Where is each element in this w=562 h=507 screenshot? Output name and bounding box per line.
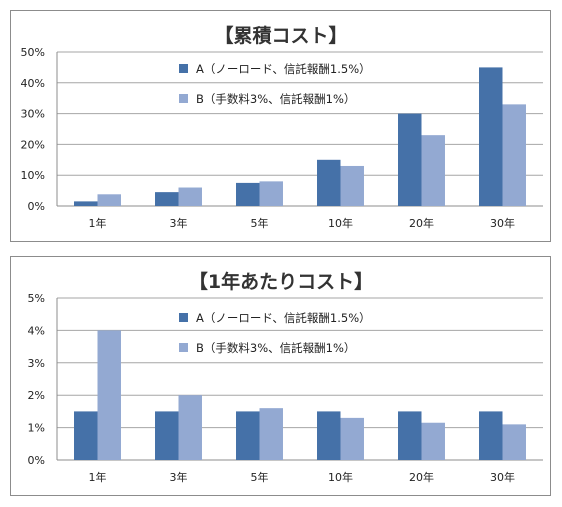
bar-b (97, 330, 121, 460)
bar-a (155, 411, 179, 460)
bar-b (502, 104, 526, 206)
legend-label-a: A（ノーロード、信託報酬1.5%） (196, 62, 371, 76)
per-year-cost-chart-panel: 【1年あたりコスト】 0% 1% 2% 3% 4% 5% 1年 3年 5年 10年 20年 30年 A… (10, 256, 551, 496)
x-tick-label: 1年 (89, 216, 107, 230)
y-tick-label: 40% (21, 77, 45, 90)
chart-legend: A（ノーロード、信託報酬1.5%） B（手数料3%、信託報酬1%） (179, 311, 371, 355)
y-tick-label: 1% (28, 422, 45, 435)
legend-swatch-b (179, 343, 188, 352)
cumulative-cost-chart-panel: 【累積コスト】 0% 10% 20% 30% 40% 50% 1年 3年 5年 10年 20年 30年… (10, 10, 551, 242)
bar-b (340, 417, 364, 460)
legend-label-b: B（手数料3%、信託報酬1%） (196, 341, 355, 355)
legend-swatch-a (179, 64, 188, 73)
bar-b (178, 187, 202, 206)
bar-b (421, 422, 445, 460)
bar-a (155, 192, 179, 206)
legend-label-a: A（ノーロード、信託報酬1.5%） (196, 311, 371, 325)
y-tick-label: 4% (28, 324, 45, 337)
x-tick-label: 20年 (409, 470, 434, 484)
bar-a (398, 411, 422, 460)
cumulative-cost-chart: 【累積コスト】 0% 10% 20% 30% 40% 50% 1年 3年 5年 10年 20年 30年… (21, 24, 543, 230)
y-tick-label: 0% (28, 200, 45, 213)
bar-a (317, 411, 341, 460)
x-tick-label: 20年 (409, 216, 434, 230)
y-tick-label: 10% (21, 169, 45, 182)
y-tick-label: 0% (28, 454, 45, 467)
bar-b (340, 165, 364, 206)
bar-b (259, 181, 283, 206)
y-tick-label: 30% (21, 108, 45, 121)
bar-a (398, 113, 422, 206)
y-tick-label: 2% (28, 389, 45, 402)
legend-label-b: B（手数料3%、信託報酬1%） (196, 92, 355, 106)
y-tick-label: 3% (28, 357, 45, 370)
x-tick-label: 10年 (328, 470, 353, 484)
chart-title: 【1年あたりコスト】 (189, 270, 373, 293)
x-tick-label: 10年 (328, 216, 353, 230)
x-tick-label: 3年 (170, 216, 188, 230)
chart-title: 【累積コスト】 (214, 24, 347, 47)
bar-a (479, 411, 503, 460)
y-tick-label: 50% (21, 46, 45, 59)
x-tick-label: 30年 (490, 216, 515, 230)
bar-a (479, 67, 503, 207)
x-tick-label: 5年 (251, 216, 269, 230)
bar-a (317, 159, 341, 206)
y-tick-label: 5% (28, 292, 45, 305)
bar-b (421, 135, 445, 206)
per-year-cost-chart: 【1年あたりコスト】 0% 1% 2% 3% 4% 5% 1年 3年 5年 10年 20年 30年 A… (28, 270, 543, 484)
x-tick-label: 30年 (490, 470, 515, 484)
legend-swatch-a (179, 313, 188, 322)
y-tick-label: 20% (21, 138, 45, 151)
bar-b (178, 395, 202, 460)
bar-b (259, 408, 283, 460)
bar-a (236, 411, 260, 460)
bar-b (97, 194, 121, 206)
legend-swatch-b (179, 94, 188, 103)
x-tick-label: 1年 (89, 470, 107, 484)
x-tick-label: 3年 (170, 470, 188, 484)
chart-legend: A（ノーロード、信託報酬1.5%） B（手数料3%、信託報酬1%） (179, 62, 371, 106)
bar-a (236, 182, 260, 206)
x-tick-label: 5年 (251, 470, 269, 484)
bar-b (502, 424, 526, 460)
bar-a (74, 411, 98, 460)
bar-a (74, 201, 98, 206)
